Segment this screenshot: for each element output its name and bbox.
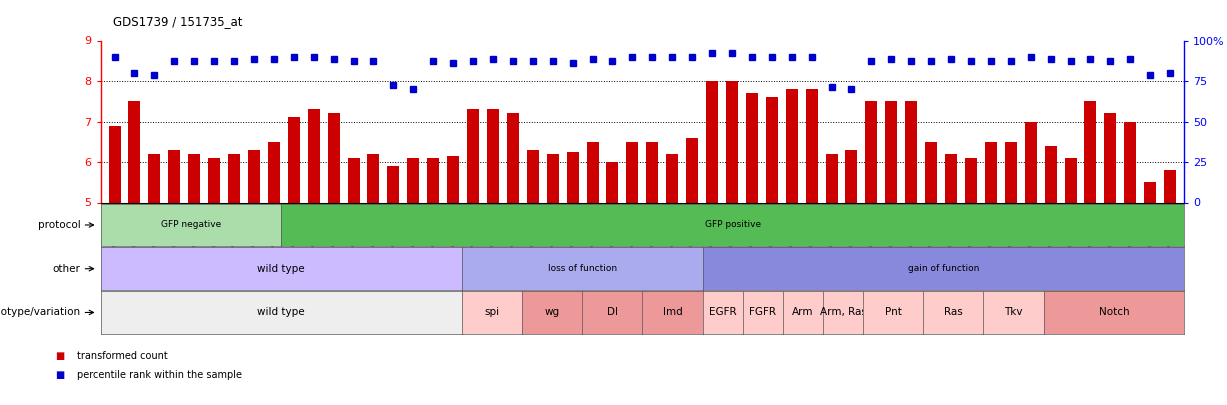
Bar	[547, 154, 558, 202]
Bar	[368, 154, 379, 202]
Bar	[606, 162, 618, 202]
Bar	[1025, 122, 1037, 202]
Bar	[1145, 182, 1156, 202]
Bar	[228, 154, 240, 202]
Bar	[328, 113, 340, 202]
Bar	[288, 117, 299, 202]
Bar	[706, 81, 718, 202]
Bar	[1005, 142, 1017, 202]
Text: wild type: wild type	[258, 264, 306, 274]
Text: Dl: Dl	[606, 307, 617, 318]
Text: Pnt: Pnt	[885, 307, 902, 318]
Bar	[467, 109, 479, 202]
Bar	[845, 150, 858, 202]
Bar	[267, 142, 280, 202]
Text: GFP negative: GFP negative	[161, 220, 221, 230]
Bar	[308, 109, 320, 202]
Bar	[108, 126, 120, 202]
Bar	[985, 142, 996, 202]
Bar	[906, 101, 917, 202]
Text: spi: spi	[485, 307, 499, 318]
Bar	[1164, 170, 1177, 202]
Text: protocol: protocol	[38, 220, 81, 230]
Text: percentile rank within the sample: percentile rank within the sample	[77, 371, 242, 380]
Text: gain of function: gain of function	[908, 264, 979, 273]
Bar	[487, 109, 499, 202]
Text: Imd: Imd	[663, 307, 682, 318]
Bar	[806, 89, 817, 202]
Text: Notch: Notch	[1098, 307, 1129, 318]
Text: wg: wg	[545, 307, 560, 318]
Bar	[1124, 122, 1136, 202]
Bar	[148, 154, 161, 202]
Bar	[567, 152, 579, 202]
Bar	[746, 93, 758, 202]
Bar	[666, 154, 679, 202]
Bar	[766, 97, 778, 202]
Bar	[407, 158, 420, 202]
Text: ■: ■	[55, 351, 65, 361]
Text: genotype/variation: genotype/variation	[0, 307, 81, 318]
Bar	[647, 142, 658, 202]
Bar	[1104, 113, 1117, 202]
Bar	[526, 150, 539, 202]
Bar	[945, 154, 957, 202]
Bar	[168, 150, 180, 202]
Text: other: other	[53, 264, 81, 274]
Text: GFP positive: GFP positive	[704, 220, 761, 230]
Text: transformed count: transformed count	[77, 351, 168, 361]
Text: Tkv: Tkv	[1004, 307, 1023, 318]
Bar	[1085, 101, 1097, 202]
Text: FGFR: FGFR	[750, 307, 777, 318]
Bar	[826, 154, 838, 202]
Text: Arm: Arm	[793, 307, 814, 318]
Bar	[129, 101, 140, 202]
Text: ■: ■	[55, 371, 65, 380]
Bar	[188, 154, 200, 202]
Bar	[627, 142, 638, 202]
Bar	[427, 158, 439, 202]
Bar	[587, 142, 599, 202]
Bar	[726, 81, 737, 202]
Text: Ras: Ras	[944, 307, 963, 318]
Bar	[925, 142, 937, 202]
Bar	[686, 138, 698, 202]
Bar	[886, 101, 897, 202]
Bar	[507, 113, 519, 202]
Text: loss of function: loss of function	[547, 264, 617, 273]
Bar	[209, 158, 220, 202]
Text: Arm, Ras: Arm, Ras	[820, 307, 866, 318]
Bar	[865, 101, 877, 202]
Bar	[347, 158, 360, 202]
Bar	[1044, 146, 1056, 202]
Bar	[785, 89, 798, 202]
Bar	[1065, 158, 1076, 202]
Bar	[964, 158, 977, 202]
Text: GDS1739 / 151735_at: GDS1739 / 151735_at	[113, 15, 243, 28]
Bar	[388, 166, 399, 202]
Text: EGFR: EGFR	[709, 307, 736, 318]
Bar	[248, 150, 260, 202]
Bar	[447, 156, 459, 202]
Text: wild type: wild type	[258, 307, 306, 318]
